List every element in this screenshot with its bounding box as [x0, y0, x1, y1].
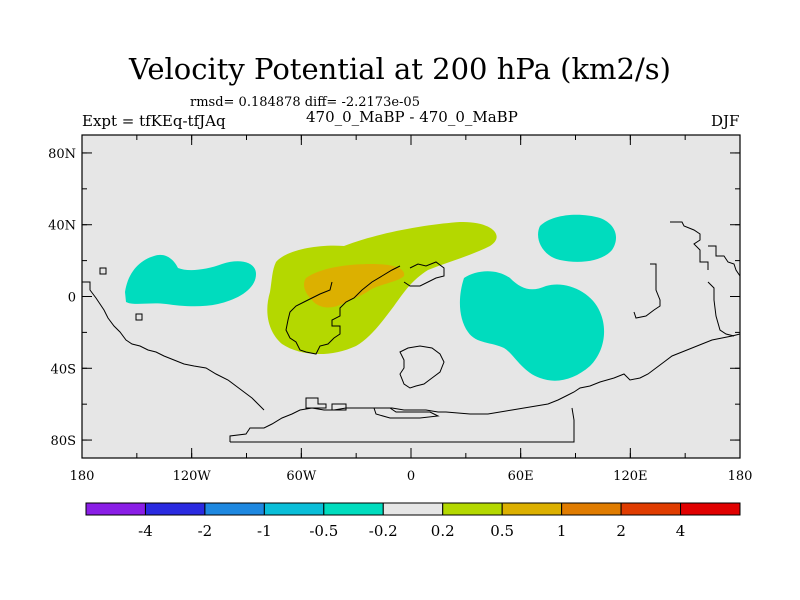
- x-tick-label: 120W: [173, 469, 212, 484]
- colorbar-swatch: [263, 502, 325, 516]
- coastline-antarctica: [229, 333, 741, 442]
- rmsd-diff-stats: rmsd= 0.184878 diff= -2.2173e-05: [190, 95, 420, 110]
- colorbar-label: -2: [198, 522, 213, 540]
- colorbar-swatch: [204, 502, 265, 516]
- colorbar-swatch: [442, 502, 503, 516]
- coastline-west-north-america: [82, 281, 265, 411]
- negative-anomaly-region-indian-ocean: [459, 271, 605, 381]
- colorbar-label: -0.5: [309, 522, 338, 540]
- y-tick-label: 40S: [51, 362, 76, 377]
- experiment-label: Expt = tfKEq-tfJAq: [82, 112, 226, 130]
- y-tick-label: 0: [68, 291, 76, 306]
- colorbar-label: 0.5: [490, 522, 514, 540]
- season-label: DJF: [711, 112, 740, 130]
- coastline-pacific-rim: [708, 245, 741, 277]
- continent-outlines: [82, 221, 741, 443]
- positive-anomaly-region-orange: [304, 264, 405, 308]
- y-tick-label: 40N: [48, 219, 76, 234]
- colorbar-label: 0.2: [431, 522, 455, 540]
- colorbar-swatch: [144, 502, 206, 516]
- colorbar-label: 1: [557, 522, 567, 540]
- colorbar-swatch: [382, 502, 444, 516]
- coastline-east-asia: [633, 263, 661, 319]
- negative-anomaly-region-asia: [538, 214, 616, 262]
- colorbar-label: -4: [138, 522, 153, 540]
- colorbar-label: -1: [257, 522, 272, 540]
- colorbar-swatch: [680, 502, 741, 516]
- colorbar-label: 2: [616, 522, 626, 540]
- colorbar-label: 4: [676, 522, 686, 540]
- x-tick-label: 0: [407, 469, 415, 484]
- coastline-south-america: [285, 265, 401, 355]
- coastline-africa: [403, 261, 445, 287]
- colorbar-swatch: [85, 502, 146, 516]
- x-tick-label: 180: [728, 469, 753, 484]
- coastline-north-america-north: [707, 281, 735, 337]
- negative-anomaly-region-pacific: [125, 254, 256, 307]
- island-3: [373, 407, 440, 419]
- colorbar: -4 -2 -1 -0.5 -0.2 0.2 0.5 1 2 4: [85, 502, 741, 540]
- x-tick-label: 60E: [508, 469, 534, 484]
- colorbar-swatch: [323, 502, 384, 516]
- case-label: 470_0_MaBP - 470_0_MaBP: [306, 108, 518, 126]
- colorbar-swatch: [561, 502, 622, 516]
- plot-title: Velocity Potential at 200 hPa (km2/s): [129, 52, 671, 86]
- axis-ticks: 180 120W 60W 0 60E 120E 180 80N 40N 0 40S 80S: [48, 135, 752, 484]
- coastline-africa-south: [399, 345, 445, 389]
- colorbar-swatch: [501, 502, 563, 516]
- x-tick-label: 120E: [613, 469, 647, 484]
- colorbar-swatch: [620, 502, 682, 516]
- coastline-east-asia-north: [670, 221, 709, 270]
- island-1: [305, 397, 327, 409]
- island-2: [331, 403, 347, 411]
- positive-anomaly-region-green: [267, 221, 497, 355]
- coastline-antarctica-base: [230, 407, 575, 443]
- colorbar-label: -0.2: [369, 522, 398, 540]
- x-tick-label: 180: [70, 469, 95, 484]
- y-tick-label: 80S: [51, 434, 76, 449]
- small-island-b: [135, 313, 143, 321]
- y-tick-label: 80N: [48, 147, 76, 162]
- x-tick-label: 60W: [286, 469, 317, 484]
- small-island-a: [99, 267, 107, 275]
